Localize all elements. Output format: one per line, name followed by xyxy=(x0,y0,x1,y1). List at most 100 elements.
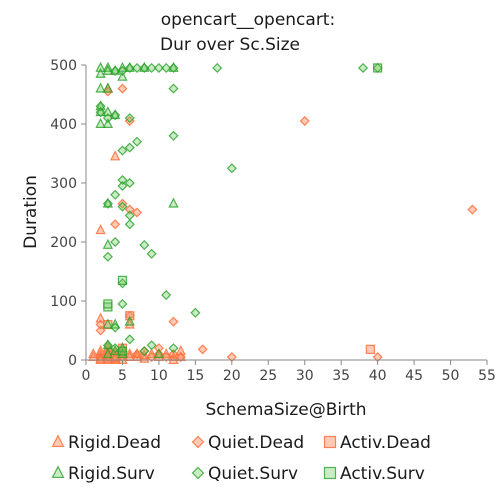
y-tick-label: 200 xyxy=(50,235,77,251)
data-point xyxy=(117,198,128,209)
data-point xyxy=(124,334,135,345)
data-point xyxy=(168,83,179,94)
legend: Rigid.Dead Quiet.Dead Activ.Dead Rigid.Surv… xyxy=(51,433,431,484)
data-point xyxy=(95,61,106,72)
data-point xyxy=(102,113,113,124)
data-point xyxy=(95,107,106,118)
x-tick-label: 55 xyxy=(478,368,496,384)
data-point xyxy=(102,64,114,75)
y-tick-label: 300 xyxy=(50,176,77,192)
data-point xyxy=(117,298,128,309)
data-point xyxy=(124,62,135,73)
x-tick-label: 0 xyxy=(82,368,91,384)
data-point xyxy=(102,198,113,209)
x-tick-label: 30 xyxy=(296,368,314,384)
data-point xyxy=(124,315,135,326)
data-point xyxy=(117,83,128,94)
legend-marker xyxy=(51,434,65,448)
data-point xyxy=(117,145,128,156)
legend-label: Rigid.Surv xyxy=(68,464,155,484)
data-point xyxy=(153,349,164,360)
data-point xyxy=(373,63,383,73)
data-point xyxy=(117,70,128,81)
data-point xyxy=(161,62,172,73)
data-point xyxy=(95,101,106,112)
data-point xyxy=(117,278,128,289)
data-point xyxy=(110,110,121,121)
data-point xyxy=(102,82,114,93)
data-point xyxy=(95,353,106,364)
series-quiet-dead xyxy=(95,83,478,363)
data-point xyxy=(95,117,106,128)
data-point xyxy=(95,224,106,235)
data-point xyxy=(124,318,135,329)
data-point xyxy=(153,62,164,73)
data-point xyxy=(102,340,113,351)
legend-marker xyxy=(51,465,65,479)
data-point xyxy=(117,275,128,285)
data-point xyxy=(168,353,179,364)
data-point xyxy=(88,347,99,359)
data-point xyxy=(190,307,201,318)
y-tick-label: 400 xyxy=(50,117,77,133)
plot-area xyxy=(88,61,478,364)
x-tick-label: 15 xyxy=(186,368,204,384)
legend-item: Rigid.Surv xyxy=(51,464,155,484)
data-point xyxy=(102,251,113,262)
data-point xyxy=(117,180,128,191)
data-point xyxy=(110,65,121,76)
y-axis-title: Duration xyxy=(21,175,41,249)
data-point xyxy=(110,219,121,230)
data-point xyxy=(131,207,143,218)
x-axis-title: SchemaSize@Birth xyxy=(205,400,366,420)
x-tick-label: 45 xyxy=(405,368,423,384)
data-point xyxy=(124,204,135,215)
data-point xyxy=(124,113,135,124)
legend-label: Rigid.Dead xyxy=(68,433,161,453)
data-point xyxy=(109,150,121,161)
data-point xyxy=(117,65,128,76)
data-point xyxy=(95,67,106,78)
data-point xyxy=(168,62,179,73)
x-tick-label: 25 xyxy=(259,368,277,384)
legend-item: Quiet.Surv xyxy=(191,464,298,484)
data-point xyxy=(124,177,135,189)
data-point xyxy=(212,62,223,73)
data-point xyxy=(226,163,237,174)
data-point xyxy=(365,344,375,354)
data-point xyxy=(110,189,121,200)
data-point xyxy=(467,204,478,215)
data-point xyxy=(168,349,179,360)
legend-label: Quiet.Dead xyxy=(208,433,304,453)
legend-item: Rigid.Dead xyxy=(51,433,161,453)
data-point xyxy=(124,219,135,230)
legend-marker xyxy=(191,435,205,449)
data-point xyxy=(168,197,179,208)
data-point xyxy=(168,343,179,354)
series-quiet-surv xyxy=(95,62,383,357)
legend-marker xyxy=(323,435,337,449)
data-point xyxy=(102,347,114,359)
series-activ-surv xyxy=(103,63,383,356)
x-tick-label: 5 xyxy=(118,368,127,384)
data-point xyxy=(161,352,172,363)
data-point xyxy=(146,62,157,73)
y-tick-label: 0 xyxy=(68,353,77,369)
legend-label: Activ.Surv xyxy=(340,464,425,484)
x-tick-label: 10 xyxy=(150,368,168,384)
data-point xyxy=(168,316,179,327)
x-tick-label: 20 xyxy=(223,368,241,384)
data-point xyxy=(102,117,114,128)
data-point xyxy=(197,344,208,355)
data-point xyxy=(95,82,106,93)
y-axis: 0 100 200 300 400 500 xyxy=(50,58,87,369)
data-point xyxy=(110,236,121,248)
data-point xyxy=(139,239,150,250)
data-point xyxy=(153,347,165,359)
data-point xyxy=(117,201,128,212)
data-point xyxy=(139,346,150,357)
data-point xyxy=(131,349,143,360)
legend-item: Activ.Dead xyxy=(323,433,431,453)
